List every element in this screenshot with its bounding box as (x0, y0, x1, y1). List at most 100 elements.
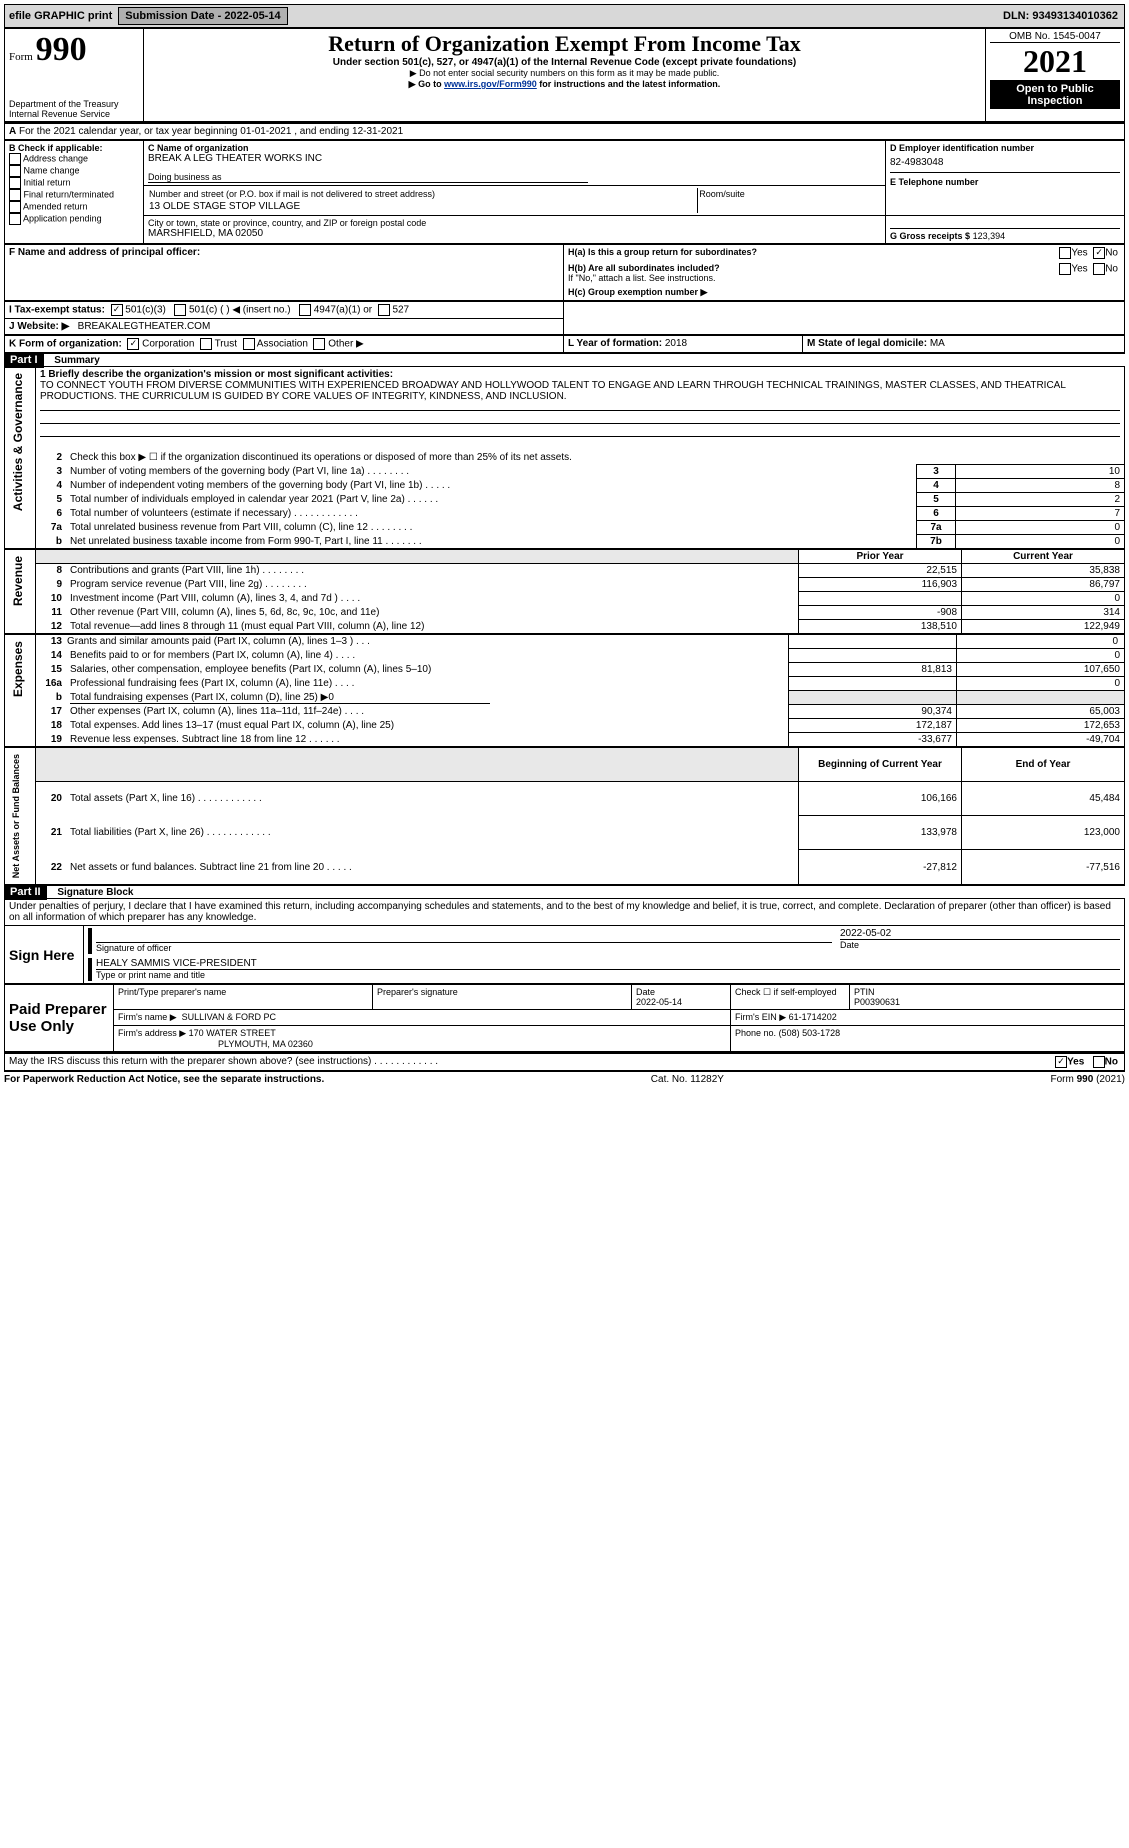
line8: Contributions and grants (Part VIII, lin… (66, 564, 799, 578)
box-c-name: C Name of organization BREAK A LEG THEAT… (144, 141, 886, 186)
discuss-yes-checkbox[interactable]: ✓ (1055, 1056, 1067, 1068)
prep-name: Print/Type preparer's name (114, 985, 373, 1010)
open-public: Open to Public Inspection (990, 81, 1120, 109)
501c-checkbox[interactable] (174, 304, 186, 316)
omb-no: OMB No. 1545-0047 (990, 31, 1120, 43)
box-m: M State of legal domicile: MA (803, 336, 1125, 354)
efile-label: efile GRAPHIC print (5, 8, 116, 24)
box-d-e: D Employer identification number 82-4983… (886, 141, 1125, 216)
app-pending-checkbox[interactable] (9, 213, 21, 225)
final-return-checkbox[interactable] (9, 189, 21, 201)
ssn-note: ▶ Do not enter social security numbers o… (148, 68, 981, 79)
goto-note: ▶ Go to www.irs.gov/Form990 for instruct… (148, 79, 981, 90)
firm-phone: Phone no. (508) 503-1728 (731, 1026, 1125, 1053)
line18: Total expenses. Add lines 13–17 (must eq… (66, 719, 789, 733)
title-cell: Return of Organization Exempt From Incom… (144, 29, 986, 123)
tax-period: A For the 2021 calendar year, or tax yea… (5, 124, 1125, 140)
form-id-cell: Form 990 Department of the Treasury Inte… (5, 29, 144, 123)
submission-date-btn[interactable]: Submission Date - 2022-05-14 (118, 7, 287, 25)
self-emp: Check ☐ if self-employed (731, 985, 850, 1010)
line5: Total number of individuals employed in … (66, 493, 917, 507)
line3: Number of voting members of the governin… (66, 465, 917, 479)
line15: Salaries, other compensation, employee b… (66, 663, 789, 677)
website: BREAKALEGTHEATER.COM (78, 321, 211, 332)
box-g: G Gross receipts $ 123,394 (886, 216, 1125, 244)
name-change-checkbox[interactable] (9, 165, 21, 177)
side-ag: Activities & Governance (5, 367, 36, 549)
box-j: J Website: ▶ BREAKALEGTHEATER.COM (5, 319, 564, 335)
line21: Total liabilities (Part X, line 26) . . … (66, 816, 799, 850)
side-rev: Revenue (5, 550, 36, 634)
box-b: B Check if applicable: Address change Na… (5, 141, 144, 244)
box-hc: H(c) Group exemption number ▶ (564, 285, 1125, 301)
side-exp: Expenses (5, 635, 36, 747)
page-footer: For Paperwork Reduction Act Notice, see … (4, 1072, 1125, 1085)
prep-date: Date2022-05-14 (632, 985, 731, 1010)
amended-return-checkbox[interactable] (9, 201, 21, 213)
line16a: Professional fundraising fees (Part IX, … (66, 677, 789, 691)
line10: Investment income (Part VIII, column (A)… (66, 592, 799, 606)
line12: Total revenue—add lines 8 through 11 (mu… (66, 620, 799, 634)
form-title: Return of Organization Exempt From Incom… (148, 31, 981, 57)
line1: 1 Briefly describe the organization's mi… (36, 367, 1125, 452)
line14: Benefits paid to or for members (Part IX… (66, 649, 789, 663)
other-checkbox[interactable] (313, 338, 325, 350)
line9: Program service revenue (Part VIII, line… (66, 578, 799, 592)
line16b: Total fundraising expenses (Part IX, col… (66, 691, 789, 705)
tax-year: 2021 (990, 43, 1120, 81)
line22: Net assets or fund balances. Subtract li… (66, 850, 799, 885)
box-c-city: City or town, state or province, country… (144, 216, 886, 244)
line11: Other revenue (Part VIII, column (A), li… (66, 606, 799, 620)
form-subtitle: Under section 501(c), 527, or 4947(a)(1)… (148, 57, 981, 68)
firm-ein: Firm's EIN ▶ 61-1714202 (731, 1010, 1125, 1026)
declaration: Under penalties of perjury, I declare th… (4, 898, 1125, 925)
efile-topbar: efile GRAPHIC print Submission Date - 20… (4, 4, 1125, 28)
line17: Other expenses (Part IX, column (A), lin… (66, 705, 789, 719)
prep-sig: Preparer's signature (373, 985, 632, 1010)
line20: Total assets (Part X, line 16) . . . . .… (66, 782, 799, 816)
part1-header: Part I Summary (4, 354, 1125, 366)
box-ha: H(a) Is this a group return for subordin… (564, 245, 1005, 262)
hb-yes-checkbox[interactable] (1059, 263, 1071, 275)
side-net: Net Assets or Fund Balances (5, 748, 36, 886)
box-k: K Form of organization: ✓ Corporation Tr… (5, 336, 564, 354)
org-name: BREAK A LEG THEATER WORKS INC (148, 153, 881, 164)
initial-return-checkbox[interactable] (9, 177, 21, 189)
line4: Number of independent voting members of … (66, 479, 917, 493)
paid-preparer-label: Paid Preparer Use Only (5, 985, 114, 1053)
box-c-addr: Number and street (or P.O. box if mail i… (144, 186, 886, 216)
discuss-q: May the IRS discuss this return with the… (5, 1054, 965, 1072)
box-hb: H(b) Are all subordinates included? If "… (564, 261, 1005, 285)
line13: Grants and similar amounts paid (Part IX… (66, 635, 789, 649)
ptin: PTINP00390631 (850, 985, 1125, 1010)
discuss-no-checkbox[interactable] (1093, 1056, 1105, 1068)
527-checkbox[interactable] (378, 304, 390, 316)
irs-label: Internal Revenue Service (9, 109, 139, 119)
line2: Check this box ▶ ☐ if the organization d… (66, 451, 1125, 465)
hb-no-checkbox[interactable] (1093, 263, 1105, 275)
sig-date-cell: 2022-05-02 Date (836, 926, 1125, 957)
firm-addr: Firm's address ▶ 170 WATER STREET PLYMOU… (114, 1026, 731, 1053)
sign-here: Sign Here (5, 926, 84, 984)
sig-name-cell: HEALY SAMMIS VICE-PRESIDENT Type or prin… (84, 956, 1125, 984)
line7b: Net unrelated business taxable income fr… (66, 535, 917, 549)
line19: Revenue less expenses. Subtract line 18 … (66, 733, 789, 747)
dept-label: Department of the Treasury (9, 99, 139, 109)
box-i: I Tax-exempt status: ✓ 501(c)(3) 501(c) … (5, 302, 564, 319)
dln-label: DLN: 93493134010362 (1003, 10, 1124, 22)
trust-checkbox[interactable] (200, 338, 212, 350)
ha-no-checkbox[interactable]: ✓ (1093, 247, 1105, 259)
501c3-checkbox[interactable]: ✓ (111, 304, 123, 316)
sig-officer-cell: Signature of officer (84, 926, 837, 957)
box-l: L Year of formation: 2018 (564, 336, 803, 354)
corp-checkbox[interactable]: ✓ (127, 338, 139, 350)
address-change-checkbox[interactable] (9, 153, 21, 165)
assoc-checkbox[interactable] (243, 338, 255, 350)
ha-yes-checkbox[interactable] (1059, 247, 1071, 259)
irs-link[interactable]: www.irs.gov/Form990 (444, 79, 537, 89)
part2-header: Part II Signature Block (4, 886, 1125, 898)
4947-checkbox[interactable] (299, 304, 311, 316)
ein: 82-4983048 (890, 153, 1120, 172)
line6: Total number of volunteers (estimate if … (66, 507, 917, 521)
box-f: F Name and address of principal officer: (5, 245, 564, 301)
